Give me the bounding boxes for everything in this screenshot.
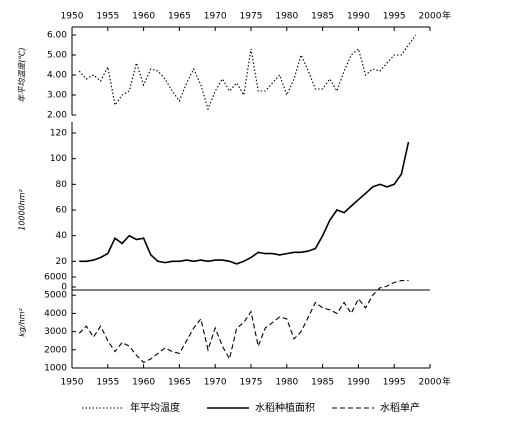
y-tick-label: 6000 (44, 273, 67, 283)
y-tick-label: 100 (50, 154, 67, 164)
y-tick-label: 5.00 (47, 51, 67, 61)
y-tick-label: 20 (56, 257, 68, 267)
x-tick-label: 1960 (132, 12, 155, 22)
x-tick-label: 1985 (311, 378, 334, 388)
x-tick-label: 1975 (240, 378, 263, 388)
y-axis-label: 年平均温度(℃) (18, 47, 27, 102)
x-tick-label: 1990 (347, 378, 370, 388)
y-tick-label: 40 (56, 231, 68, 241)
x-tick-label: 1950 (61, 12, 84, 22)
x-tick-label: 1955 (96, 12, 119, 22)
y-axis-label: kg/hm² (18, 307, 27, 336)
line-series (79, 141, 410, 265)
y-tick-label: 3.00 (47, 91, 67, 101)
x-tick-label: 1970 (204, 12, 227, 22)
x-tick-label: 1970 (204, 378, 227, 388)
y-tick-label: 2000 (44, 345, 67, 355)
x-tick-label: 1955 (96, 378, 119, 388)
y-tick-label: 1000 (44, 364, 67, 374)
line-series (78, 34, 417, 111)
y-tick-label: 120 (50, 129, 67, 139)
x-tick-label: 1965 (168, 378, 191, 388)
x-tick-label: 1965 (168, 12, 191, 22)
y-tick-label: 60 (56, 206, 68, 216)
y-tick-label: 80 (56, 180, 68, 190)
x-tick-label: 1960 (132, 378, 155, 388)
legend-label: 水稻单产 (380, 401, 420, 414)
y-tick-label: 0 (61, 283, 67, 293)
y-tick-label: 4.00 (47, 71, 67, 81)
y-tick-label: 4000 (44, 309, 67, 319)
x-tick-label: 1980 (275, 12, 298, 22)
x-tick-label: 1995 (383, 12, 406, 22)
x-tick-label: 1975 (240, 12, 263, 22)
legend-label: 水稻种植面积 (255, 401, 315, 414)
x-axis-label: 年 (442, 10, 451, 22)
x-tick-label: 1990 (347, 12, 370, 22)
x-tick-label: 2000 (419, 12, 442, 22)
x-tick-label: 2000 (419, 378, 442, 388)
line-series (78, 280, 409, 364)
y-axis-label: 10000hm² (18, 188, 27, 230)
legend-label: 年平均温度 (130, 401, 180, 414)
y-tick-label: 2.00 (47, 111, 67, 121)
y-tick-label: 3000 (44, 327, 67, 337)
x-axis-label: 年 (442, 376, 451, 388)
x-tick-label: 1985 (311, 12, 334, 22)
y-tick-label: 6.00 (47, 31, 67, 41)
x-tick-label: 1980 (275, 378, 298, 388)
y-tick-label: 5000 (44, 291, 67, 301)
x-tick-label: 1950 (61, 378, 84, 388)
x-tick-label: 1995 (383, 378, 406, 388)
